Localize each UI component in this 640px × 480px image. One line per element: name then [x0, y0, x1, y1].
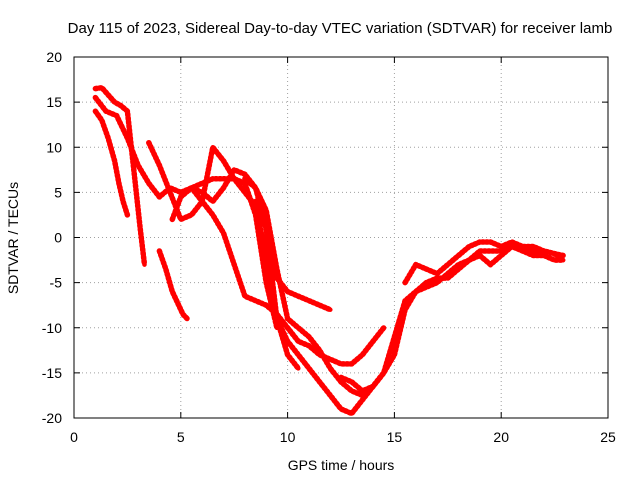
series-group — [92, 84, 566, 417]
y-tick-label: 0 — [54, 230, 62, 246]
y-tick-label: 5 — [54, 184, 62, 200]
x-tick-label: 0 — [70, 429, 78, 445]
series-markers-11 — [402, 239, 566, 286]
y-tick-label: 20 — [46, 49, 62, 65]
y-tick-label: -10 — [42, 320, 62, 336]
x-tick-label: 5 — [177, 429, 185, 445]
series-markers-2 — [92, 108, 131, 218]
series-markers-8 — [242, 176, 376, 399]
series-markers-12 — [338, 243, 566, 394]
y-tick-label: 10 — [46, 139, 62, 155]
series-markers-1 — [92, 84, 148, 268]
y-tick-label: -15 — [42, 365, 62, 381]
series-markers-3 — [92, 94, 280, 331]
y-tick-label: -5 — [50, 275, 63, 291]
series-markers-6 — [156, 248, 190, 322]
series-markers-4 — [146, 139, 269, 259]
chart-title: Day 115 of 2023, Sidereal Day-to-day VTE… — [68, 20, 613, 37]
y-tick-label: 15 — [46, 94, 62, 110]
x-tick-label: 20 — [493, 429, 509, 445]
y-tick-label: -20 — [42, 410, 62, 426]
axis-ticks: 0 5 10 15 20 25 -20 -15 -10 -5 0 5 10 15 20 — [42, 49, 616, 445]
x-tick-label: 25 — [600, 429, 616, 445]
x-tick-label: 15 — [387, 429, 403, 445]
series-markers-7 — [188, 185, 387, 367]
x-tick-label: 10 — [280, 429, 296, 445]
y-axis-label: SDTVAR / TECUs — [5, 182, 21, 294]
x-axis-label: GPS time / hours — [288, 457, 395, 473]
grid — [74, 57, 608, 418]
